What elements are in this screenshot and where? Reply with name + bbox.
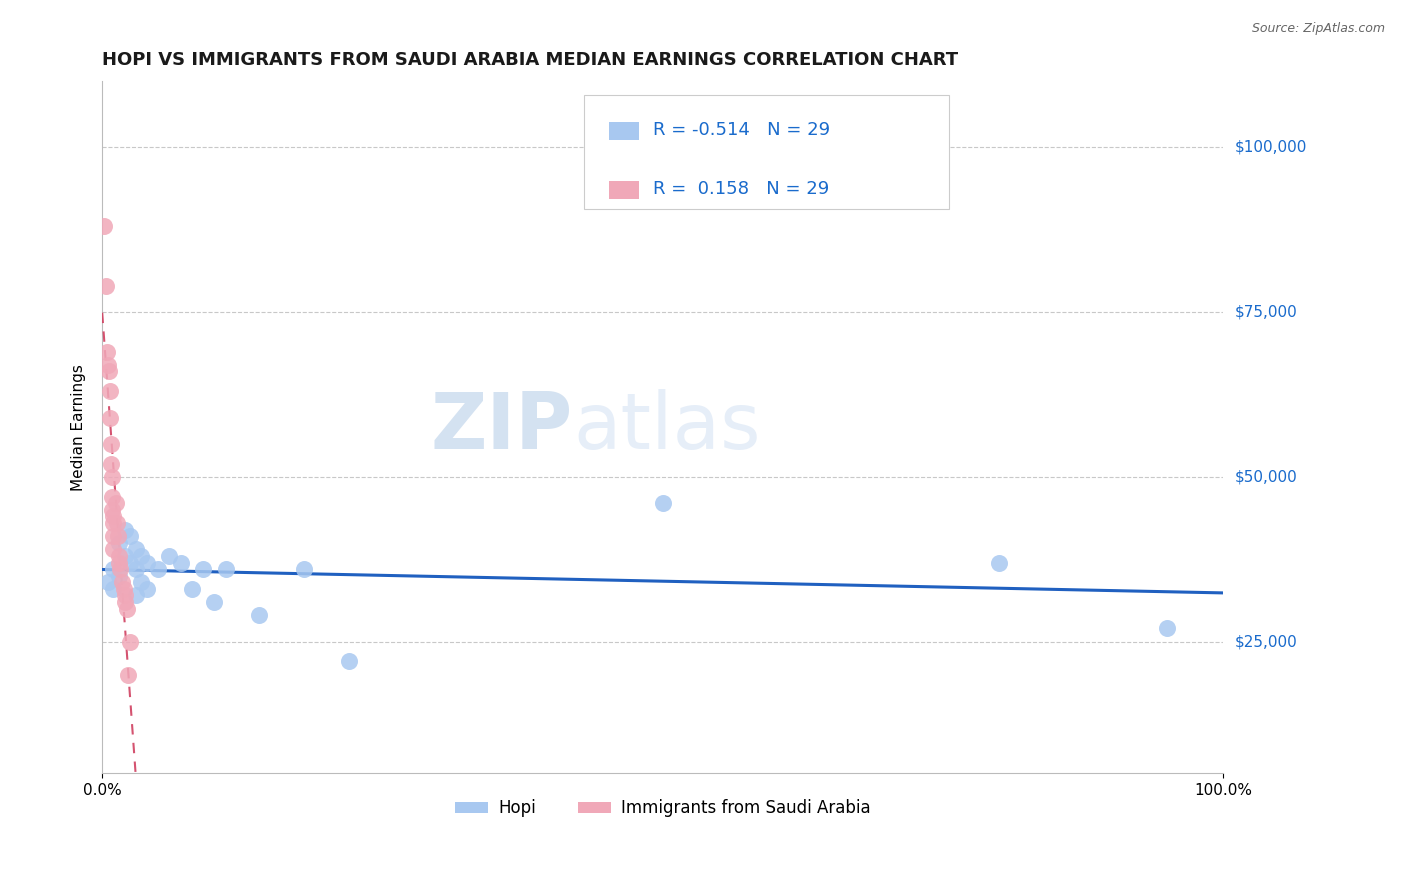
Point <box>136 556 159 570</box>
Point <box>100 457 122 471</box>
Point <box>108 562 131 576</box>
Point <box>1156 622 1178 636</box>
Text: R = -0.514   N = 29: R = -0.514 N = 29 <box>652 120 830 139</box>
Point <box>247 608 270 623</box>
Legend: Hopi, Immigrants from Saudi Arabia: Hopi, Immigrants from Saudi Arabia <box>449 793 877 824</box>
Point <box>103 582 125 596</box>
Point <box>103 529 125 543</box>
Text: $100,000: $100,000 <box>1234 140 1306 154</box>
Point <box>114 523 136 537</box>
Point <box>101 470 124 484</box>
Point <box>337 654 360 668</box>
Point <box>100 437 122 451</box>
Point <box>94 278 117 293</box>
Text: $75,000: $75,000 <box>1234 304 1296 319</box>
Point <box>125 562 148 576</box>
Point <box>117 667 139 681</box>
Point <box>115 601 138 615</box>
Point <box>159 549 181 563</box>
Point <box>104 496 127 510</box>
Text: $25,000: $25,000 <box>1234 634 1296 649</box>
Point <box>292 562 315 576</box>
Point <box>103 562 125 576</box>
Point <box>97 358 120 372</box>
Point <box>120 529 142 543</box>
Point <box>125 542 148 557</box>
Point <box>93 219 115 234</box>
Point <box>125 589 148 603</box>
Point <box>97 364 120 378</box>
Point <box>191 562 214 576</box>
Point <box>108 535 131 549</box>
Point <box>114 549 136 563</box>
Point <box>651 496 673 510</box>
Point <box>988 556 1011 570</box>
FancyBboxPatch shape <box>609 181 640 199</box>
Point <box>105 516 128 530</box>
Text: atlas: atlas <box>574 390 761 466</box>
Point <box>107 529 129 543</box>
Point <box>103 509 125 524</box>
FancyBboxPatch shape <box>609 122 640 140</box>
Point <box>131 575 153 590</box>
Point <box>170 556 193 570</box>
Point <box>180 582 202 596</box>
Text: R =  0.158   N = 29: R = 0.158 N = 29 <box>652 179 830 198</box>
Text: ZIP: ZIP <box>430 390 574 466</box>
Point <box>98 410 121 425</box>
Point <box>108 549 131 563</box>
Point <box>97 575 120 590</box>
Point <box>103 542 125 557</box>
Point <box>120 634 142 648</box>
FancyBboxPatch shape <box>585 95 949 210</box>
Point <box>101 490 124 504</box>
Point <box>108 556 131 570</box>
Point <box>202 595 225 609</box>
Point <box>120 556 142 570</box>
Point <box>131 549 153 563</box>
Point <box>101 503 124 517</box>
Point <box>114 589 136 603</box>
Text: $50,000: $50,000 <box>1234 469 1296 484</box>
Point <box>103 516 125 530</box>
Point <box>108 568 131 582</box>
Point <box>96 344 118 359</box>
Text: HOPI VS IMMIGRANTS FROM SAUDI ARABIA MEDIAN EARNINGS CORRELATION CHART: HOPI VS IMMIGRANTS FROM SAUDI ARABIA MED… <box>103 51 959 69</box>
Point <box>148 562 170 576</box>
Text: Source: ZipAtlas.com: Source: ZipAtlas.com <box>1251 22 1385 36</box>
Y-axis label: Median Earnings: Median Earnings <box>72 364 86 491</box>
Point <box>214 562 236 576</box>
Point <box>112 582 135 596</box>
Point <box>98 384 121 398</box>
Point <box>136 582 159 596</box>
Point <box>114 595 136 609</box>
Point <box>111 575 134 590</box>
